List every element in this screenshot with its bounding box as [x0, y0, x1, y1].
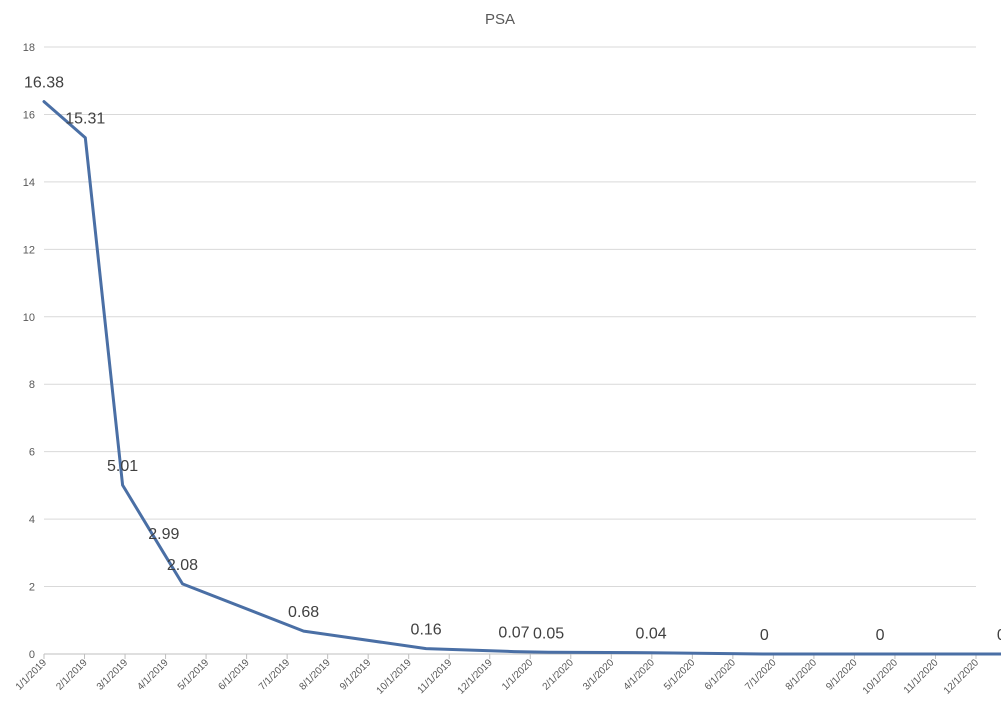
x-tick-label: 11/1/2019 [416, 657, 455, 696]
data-label: 0 [876, 627, 885, 644]
y-tick-label: 8 [29, 379, 35, 391]
data-label: 0.05 [533, 625, 564, 642]
y-tick-label: 10 [23, 312, 35, 324]
x-tick-label: 8/1/2019 [297, 657, 333, 693]
data-label: 0.07 [498, 625, 529, 642]
chart-title: PSA [485, 11, 515, 28]
x-tick-label: 1/1/2020 [500, 657, 536, 693]
data-label: 0 [760, 627, 769, 644]
data-label: 2.99 [148, 526, 179, 543]
x-tick-label: 5/1/2020 [662, 657, 698, 693]
y-tick-label: 4 [29, 514, 35, 526]
data-label: 0.68 [288, 604, 319, 621]
x-tick-label: 9/1/2019 [338, 657, 374, 693]
y-tick-label: 6 [29, 447, 35, 459]
x-tick-label: 6/1/2020 [703, 657, 739, 693]
data-label: 16.38 [24, 75, 64, 92]
data-labels: 16.38 15.31 5.01 2.99 2.08 0.68 0.16 0.07 0.05 0.… [24, 75, 1001, 644]
y-tick-label: 14 [23, 177, 35, 189]
y-tick-label: 12 [23, 244, 35, 256]
y-tick-label: 18 [23, 42, 35, 54]
x-tick-label: 12/1/2019 [456, 657, 496, 697]
data-label: 2.08 [167, 557, 198, 574]
x-tick-label: 4/1/2019 [135, 657, 171, 693]
x-tick-label: 10/1/2020 [861, 657, 901, 697]
x-tick-label: 3/1/2019 [95, 657, 131, 693]
x-tick-label: 12/1/2020 [942, 657, 982, 697]
x-tick-label: 7/1/2019 [257, 657, 293, 693]
x-tick-label: 10/1/2019 [375, 657, 415, 697]
data-label: 0.04 [636, 626, 667, 643]
x-tick-label: 4/1/2020 [622, 657, 658, 693]
x-axis-ticks: 1/1/2019 2/1/2019 3/1/2019 4/1/2019 5/1/2019… [14, 654, 982, 697]
y-tick-label: 0 [29, 649, 35, 661]
series-line [42, 100, 1001, 656]
data-label: 0.16 [411, 622, 442, 639]
x-tick-label: 2/1/2019 [54, 657, 90, 693]
x-tick-label: 1/1/2019 [14, 657, 50, 693]
series-layer [42, 100, 1001, 656]
x-tick-label: 3/1/2020 [581, 657, 617, 693]
x-tick-label: 2/1/2020 [541, 657, 577, 693]
y-axis-ticks: 0 2 4 6 8 10 12 14 16 18 [23, 42, 35, 661]
y-tick-label: 2 [29, 582, 35, 594]
x-tick-label: 5/1/2019 [176, 657, 212, 693]
y-tick-label: 16 [23, 109, 35, 121]
x-tick-label: 9/1/2020 [824, 657, 860, 693]
x-tick-label: 11/1/2020 [902, 657, 941, 696]
x-tick-label: 7/1/2020 [743, 657, 779, 693]
grid-lines [44, 46, 976, 588]
data-label: 5.01 [107, 458, 138, 475]
x-tick-label: 6/1/2019 [216, 657, 252, 693]
data-label: 0 [997, 627, 1001, 644]
data-label: 15.31 [65, 111, 105, 128]
x-tick-label: 8/1/2020 [784, 657, 820, 693]
